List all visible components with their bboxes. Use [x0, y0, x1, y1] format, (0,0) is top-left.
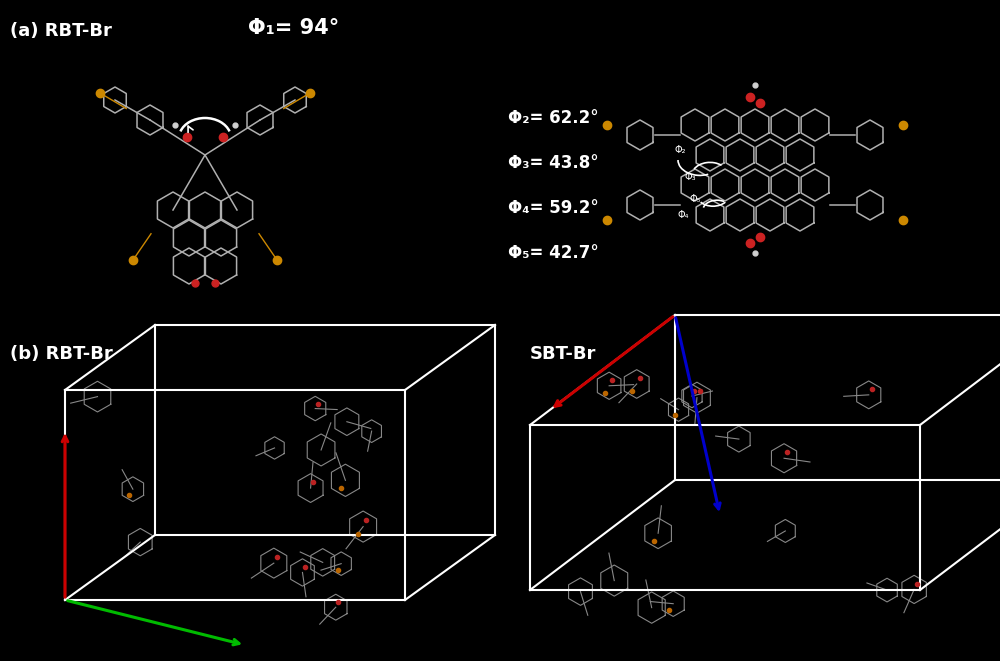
Text: (a) RBT-Br: (a) RBT-Br — [10, 22, 112, 40]
Text: Φ₅: Φ₅ — [689, 194, 701, 204]
Text: Φ₄= 59.2°: Φ₄= 59.2° — [508, 199, 599, 217]
Text: Φ₂= 62.2°: Φ₂= 62.2° — [508, 109, 599, 127]
Text: Φ₁= 94°: Φ₁= 94° — [248, 18, 339, 38]
Text: Φ₃: Φ₃ — [684, 172, 696, 182]
Text: Φ₃= 43.8°: Φ₃= 43.8° — [508, 154, 599, 172]
Text: Φ₅= 42.7°: Φ₅= 42.7° — [508, 244, 599, 262]
Text: SBT-Br: SBT-Br — [530, 345, 596, 363]
Text: (b) RBT-Br: (b) RBT-Br — [10, 345, 113, 363]
Text: Φ₄: Φ₄ — [677, 210, 689, 220]
Text: Φ₂: Φ₂ — [674, 145, 686, 155]
